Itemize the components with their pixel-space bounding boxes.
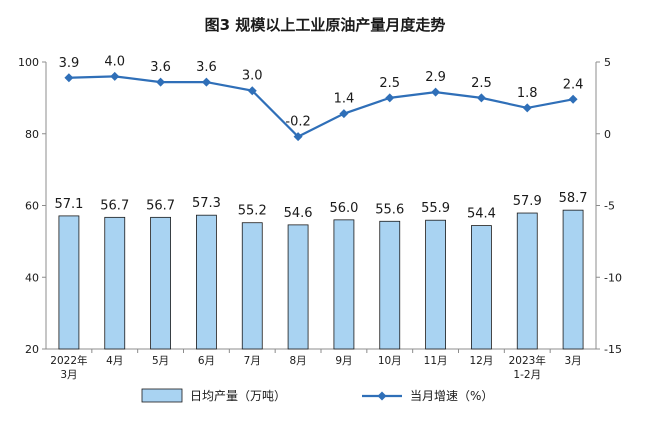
bar-data-label: 55.9 [421, 201, 450, 216]
right-tick-label: 5 [604, 56, 611, 69]
bar [287, 224, 309, 350]
bar [516, 212, 538, 350]
bar [58, 215, 80, 350]
bar-data-label: 55.2 [238, 204, 267, 219]
bar [104, 216, 126, 350]
x-tick-label: 12月 [469, 355, 493, 367]
x-tick-label: 1-2月 [513, 369, 541, 381]
bar [379, 220, 401, 350]
bar-data-label: 56.0 [329, 201, 358, 216]
growth-line [68, 75, 574, 138]
bar [333, 219, 355, 350]
x-tick-label: 2023年 [509, 354, 546, 367]
line-point [201, 77, 211, 87]
line-point [339, 109, 349, 119]
bar [150, 216, 171, 350]
bar-data-label: 57.3 [192, 196, 221, 211]
line-data-label: 3.9 [59, 56, 80, 71]
x-tick-label: 9月 [335, 355, 352, 367]
x-tick-label: 8月 [289, 355, 306, 367]
legend-line-label: 当月增速（%） [410, 389, 493, 403]
x-tick-label: 3月 [60, 369, 77, 381]
x-tick-label: 7月 [244, 355, 261, 367]
bar-data-label: 56.7 [100, 198, 129, 213]
legend-bar-label: 日均产量（万吨） [190, 389, 286, 403]
bar [562, 209, 584, 350]
bar-data-label: 55.6 [375, 202, 404, 217]
line-data-label: 3.6 [150, 60, 171, 75]
x-tick-label: 5月 [152, 355, 169, 367]
bar-data-label: 57.1 [54, 197, 83, 212]
line-data-label: 3.6 [196, 60, 217, 75]
bar [196, 214, 217, 350]
line-data-label: 1.4 [334, 92, 355, 107]
plot-area: 20 40 60 80 100 -15 -10 -5 0 5 2022年 3月 4月 5月 6月 7月 8月 9月… [18, 54, 622, 381]
line-point [293, 132, 303, 142]
line-data-label: 2.5 [471, 76, 492, 91]
line-point [431, 87, 441, 97]
right-tick-label: -5 [604, 200, 615, 213]
chart-title: 图3 规模以上工业原油产量月度走势 [205, 16, 446, 34]
x-tick-label: 10月 [378, 355, 402, 367]
line-point [247, 86, 257, 96]
bar-data-label: 58.7 [559, 191, 588, 206]
right-tick-label: 0 [604, 128, 611, 141]
line-data-label: 2.4 [563, 77, 584, 92]
bar [241, 222, 263, 350]
line-point [156, 77, 166, 87]
bar-data-label: 57.9 [513, 194, 542, 209]
bar [425, 219, 446, 350]
left-tick-label: 20 [25, 343, 39, 356]
line-point [110, 71, 120, 81]
line-data-label: 2.5 [379, 76, 400, 91]
bar-data-label: 56.7 [146, 198, 175, 213]
x-tick-label: 4月 [106, 355, 123, 367]
x-tick-label: 11月 [424, 355, 448, 367]
line-point [568, 94, 578, 104]
bar [471, 225, 492, 350]
x-tick-label: 6月 [198, 355, 215, 367]
line-point [385, 93, 395, 103]
legend: 日均产量（万吨） 当月增速（%） [141, 388, 493, 403]
left-tick-label: 60 [25, 200, 39, 213]
line-point [64, 73, 74, 83]
x-tick-label: 3月 [564, 355, 581, 367]
left-tick-label: 40 [25, 271, 39, 284]
right-tick-label: -15 [604, 343, 622, 356]
line-data-label: 1.8 [517, 86, 538, 101]
line-data-label: -0.2 [285, 115, 310, 130]
line-point [476, 93, 486, 103]
line-data-label: 2.9 [425, 70, 446, 85]
line-data-label: 3.0 [242, 69, 263, 84]
line-data-label: 4.0 [104, 54, 125, 69]
left-tick-label: 100 [18, 56, 39, 69]
right-tick-label: -10 [604, 271, 622, 284]
line-point [522, 103, 532, 113]
bar-data-label: 54.4 [467, 207, 496, 222]
x-tick-label: 2022年 [50, 354, 87, 367]
left-tick-label: 80 [25, 128, 39, 141]
bar-data-label: 54.6 [284, 206, 313, 221]
legend-line-marker [377, 391, 387, 401]
legend-bar-swatch [141, 388, 183, 403]
